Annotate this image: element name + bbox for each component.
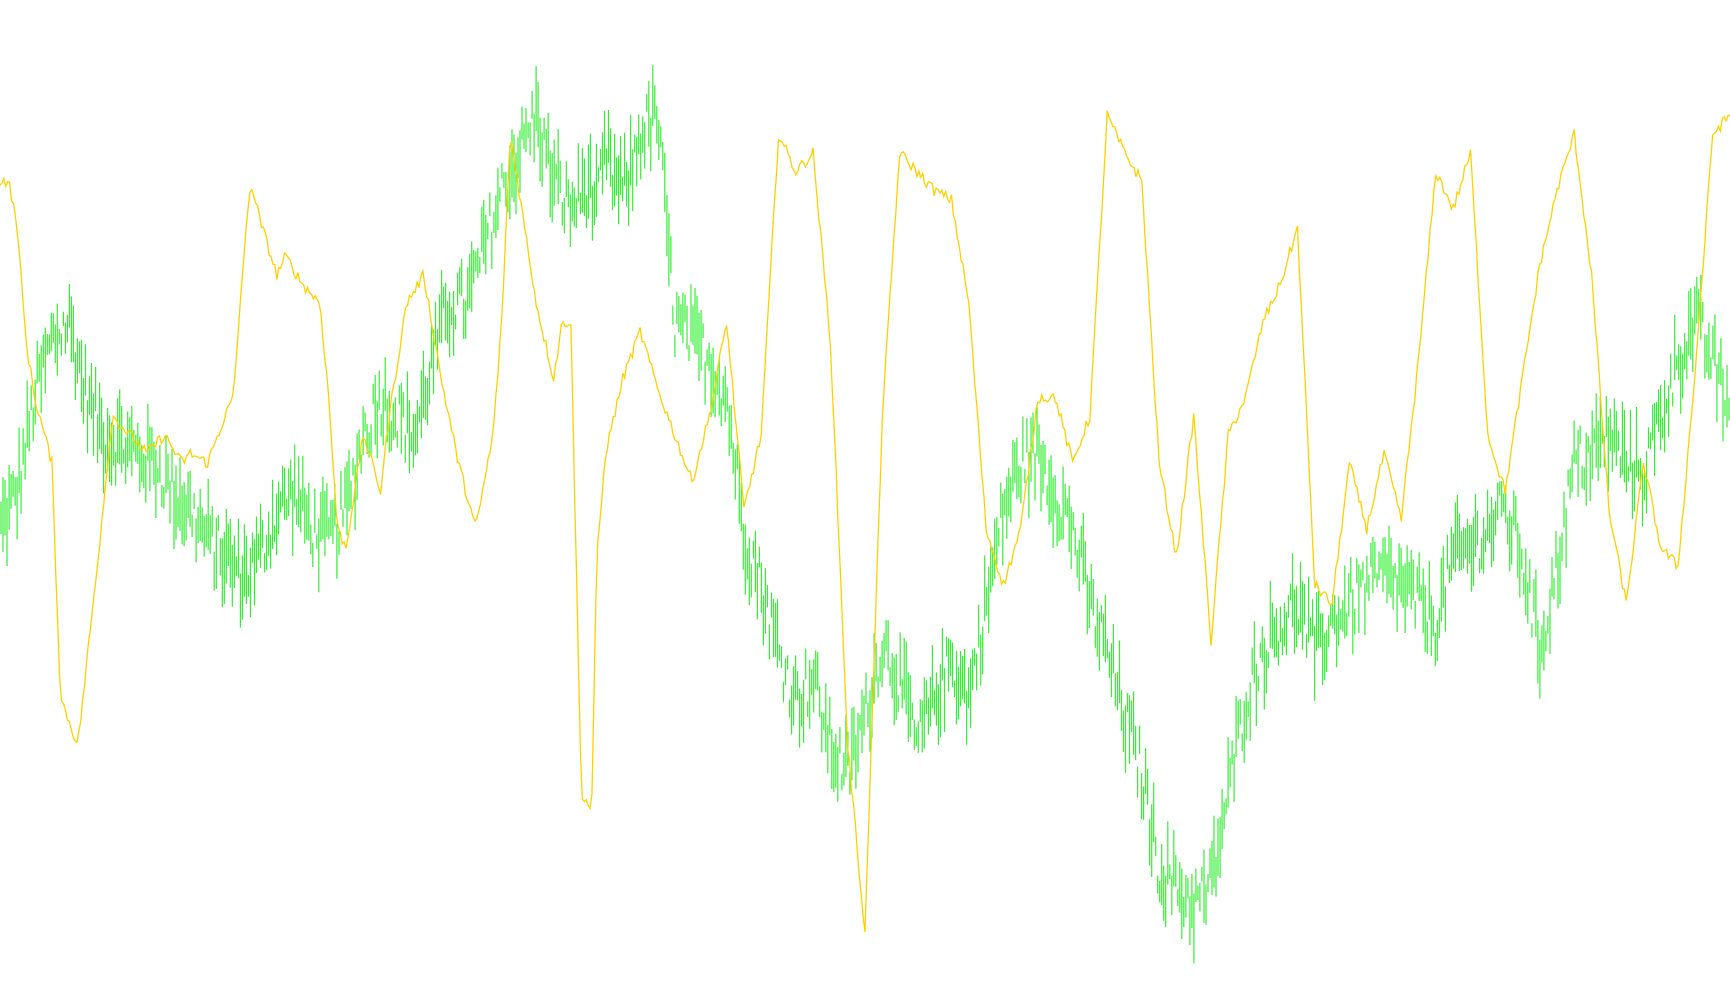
series-green-bars bbox=[0, 65, 1730, 964]
series-yellow-line bbox=[0, 110, 1730, 932]
series-layer bbox=[0, 65, 1730, 964]
